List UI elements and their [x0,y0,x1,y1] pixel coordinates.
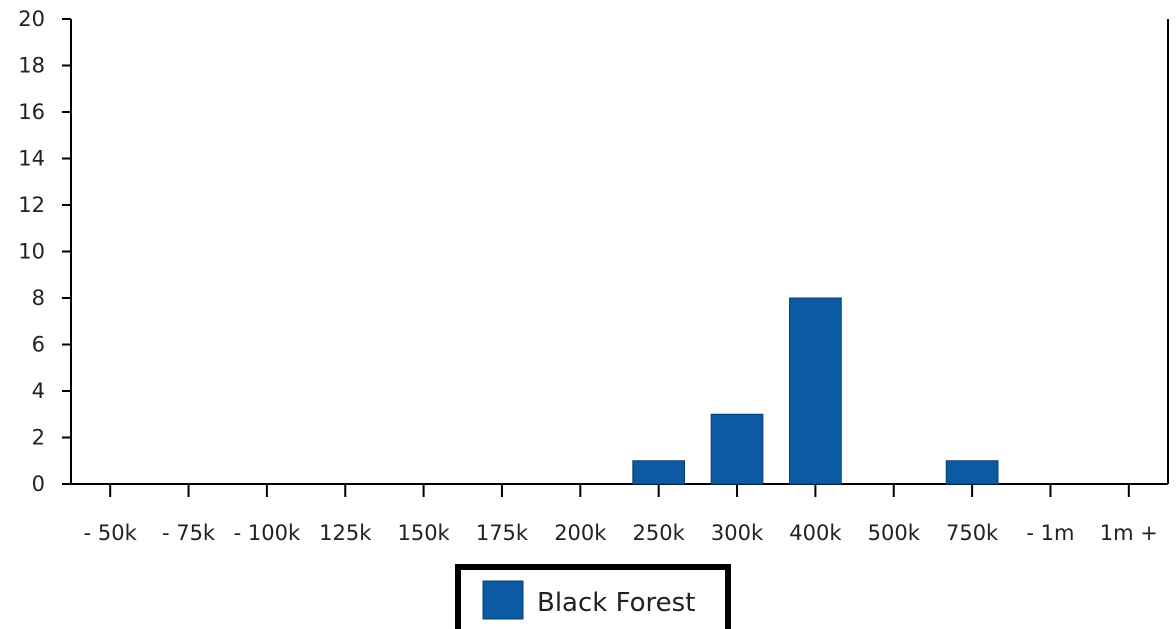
y-tick-label: 16 [18,100,45,124]
x-tick-label: 300k [711,521,764,545]
x-tick-label: - 1m [1026,521,1074,545]
x-tick-label: 125k [319,521,372,545]
y-axis: 0 2 4 6 8 10 12 14 16 18 20 [18,7,1169,496]
x-tick-label: 250k [633,521,686,545]
bar [632,460,686,485]
x-tick-label: 200k [554,521,607,545]
bar [789,297,842,485]
y-tick-label: 18 [18,54,45,78]
y-tick-label: 10 [18,240,45,264]
x-tick-label: - 75k [162,521,216,545]
y-tick-label: 4 [32,379,45,403]
legend-label: Black Forest [537,588,695,618]
x-tick-label: - 50k [84,521,138,545]
bar [945,460,999,485]
y-tick-label: 6 [32,333,45,357]
y-tick-label: 2 [32,426,45,450]
x-tick-label: 500k [868,521,921,545]
bars [632,297,999,485]
bar [710,413,764,485]
y-tick-label: 8 [32,286,45,310]
y-tick-label: 0 [32,472,45,496]
y-tick-label: 12 [18,193,45,217]
x-tick-label: 150k [397,521,450,545]
x-tick-label: 175k [476,521,529,545]
x-tick-label: 400k [789,521,842,545]
x-axis: - 50k - 75k - 100k 125k 150k 175k 200k 250k 300k… [71,483,1168,545]
x-tick-label: - 100k [234,521,301,545]
x-tick-label: 750k [946,521,999,545]
x-tick-label: 1m + [1100,521,1158,545]
y-tick-label: 14 [18,147,45,171]
y-tick-label: 20 [18,7,45,31]
legend: Black Forest [455,564,731,629]
legend-swatch [482,580,524,620]
